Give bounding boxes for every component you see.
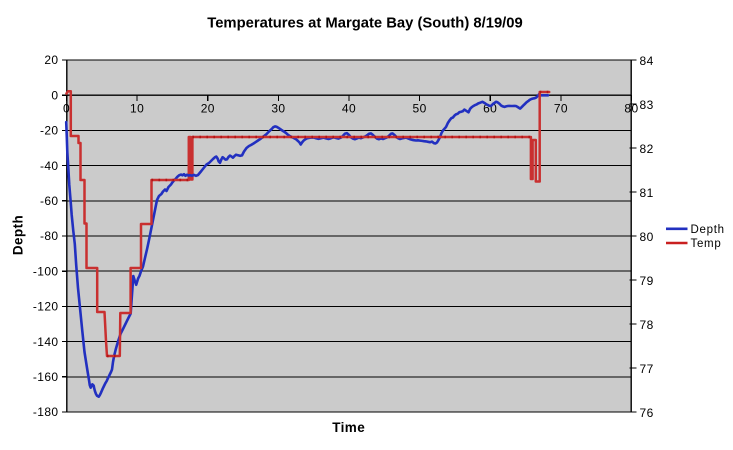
- svg-text:Time: Time: [332, 420, 365, 435]
- svg-text:Depth: Depth: [11, 215, 26, 255]
- svg-text:-120: -120: [33, 300, 59, 314]
- svg-text:-140: -140: [33, 335, 59, 349]
- svg-text:20: 20: [44, 53, 58, 67]
- svg-text:-20: -20: [40, 124, 59, 138]
- svg-text:Temp: Temp: [691, 238, 722, 250]
- svg-text:80: 80: [640, 230, 654, 244]
- svg-text:84: 84: [640, 54, 654, 68]
- svg-text:82: 82: [640, 142, 654, 156]
- svg-text:80: 80: [624, 102, 638, 116]
- svg-text:-60: -60: [40, 194, 59, 208]
- svg-text:Temperatures at Margate Bay (S: Temperatures at Margate Bay (South) 8/19…: [207, 16, 523, 32]
- svg-text:70: 70: [554, 102, 568, 116]
- svg-text:10: 10: [130, 102, 144, 116]
- svg-text:79: 79: [640, 274, 654, 288]
- svg-text:20: 20: [201, 102, 215, 116]
- svg-text:-180: -180: [33, 405, 59, 419]
- svg-text:40: 40: [342, 102, 356, 116]
- svg-text:Depth: Depth: [691, 224, 725, 236]
- svg-text:-80: -80: [40, 229, 59, 243]
- svg-text:81: 81: [640, 186, 654, 200]
- svg-text:78: 78: [640, 318, 654, 332]
- svg-text:0: 0: [51, 88, 58, 102]
- svg-text:-100: -100: [33, 264, 59, 278]
- svg-text:-160: -160: [33, 370, 59, 384]
- svg-text:83: 83: [640, 98, 654, 112]
- svg-text:0: 0: [63, 102, 70, 116]
- svg-text:76: 76: [640, 406, 654, 420]
- svg-text:50: 50: [413, 102, 427, 116]
- svg-text:77: 77: [640, 362, 654, 376]
- svg-text:-40: -40: [40, 159, 59, 173]
- svg-text:30: 30: [271, 102, 285, 116]
